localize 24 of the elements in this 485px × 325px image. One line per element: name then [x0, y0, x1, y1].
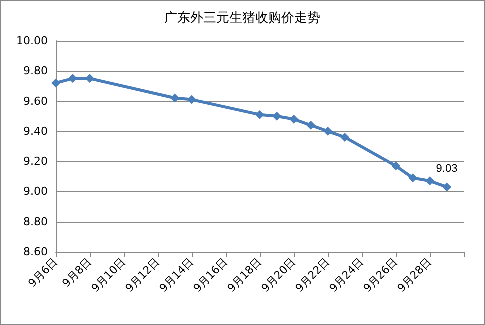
point — [188, 95, 196, 104]
point — [256, 110, 264, 120]
point — [442, 182, 452, 192]
point — [68, 74, 78, 84]
point — [340, 132, 350, 142]
point — [170, 94, 180, 103]
y-tick-label: 9.40 — [24, 124, 48, 138]
y-tick-label: 9.80 — [24, 64, 48, 78]
data-label: 9.03 — [436, 163, 458, 176]
y-tick-label: 9.20 — [24, 155, 48, 168]
point — [324, 126, 332, 136]
chart-title: 广东外三元生猪收购价走势 — [164, 11, 320, 26]
point — [392, 162, 400, 171]
point — [306, 120, 316, 130]
point — [272, 112, 282, 121]
point — [426, 176, 434, 186]
point — [290, 114, 298, 124]
y-tick-label: 10.00 — [16, 34, 48, 48]
y-tick-label: 8.80 — [24, 215, 48, 228]
point — [408, 174, 418, 183]
point — [52, 78, 60, 88]
point — [86, 74, 94, 84]
y-tick-label: 9.00 — [24, 185, 48, 198]
y-tick-label: 9.60 — [24, 94, 48, 108]
